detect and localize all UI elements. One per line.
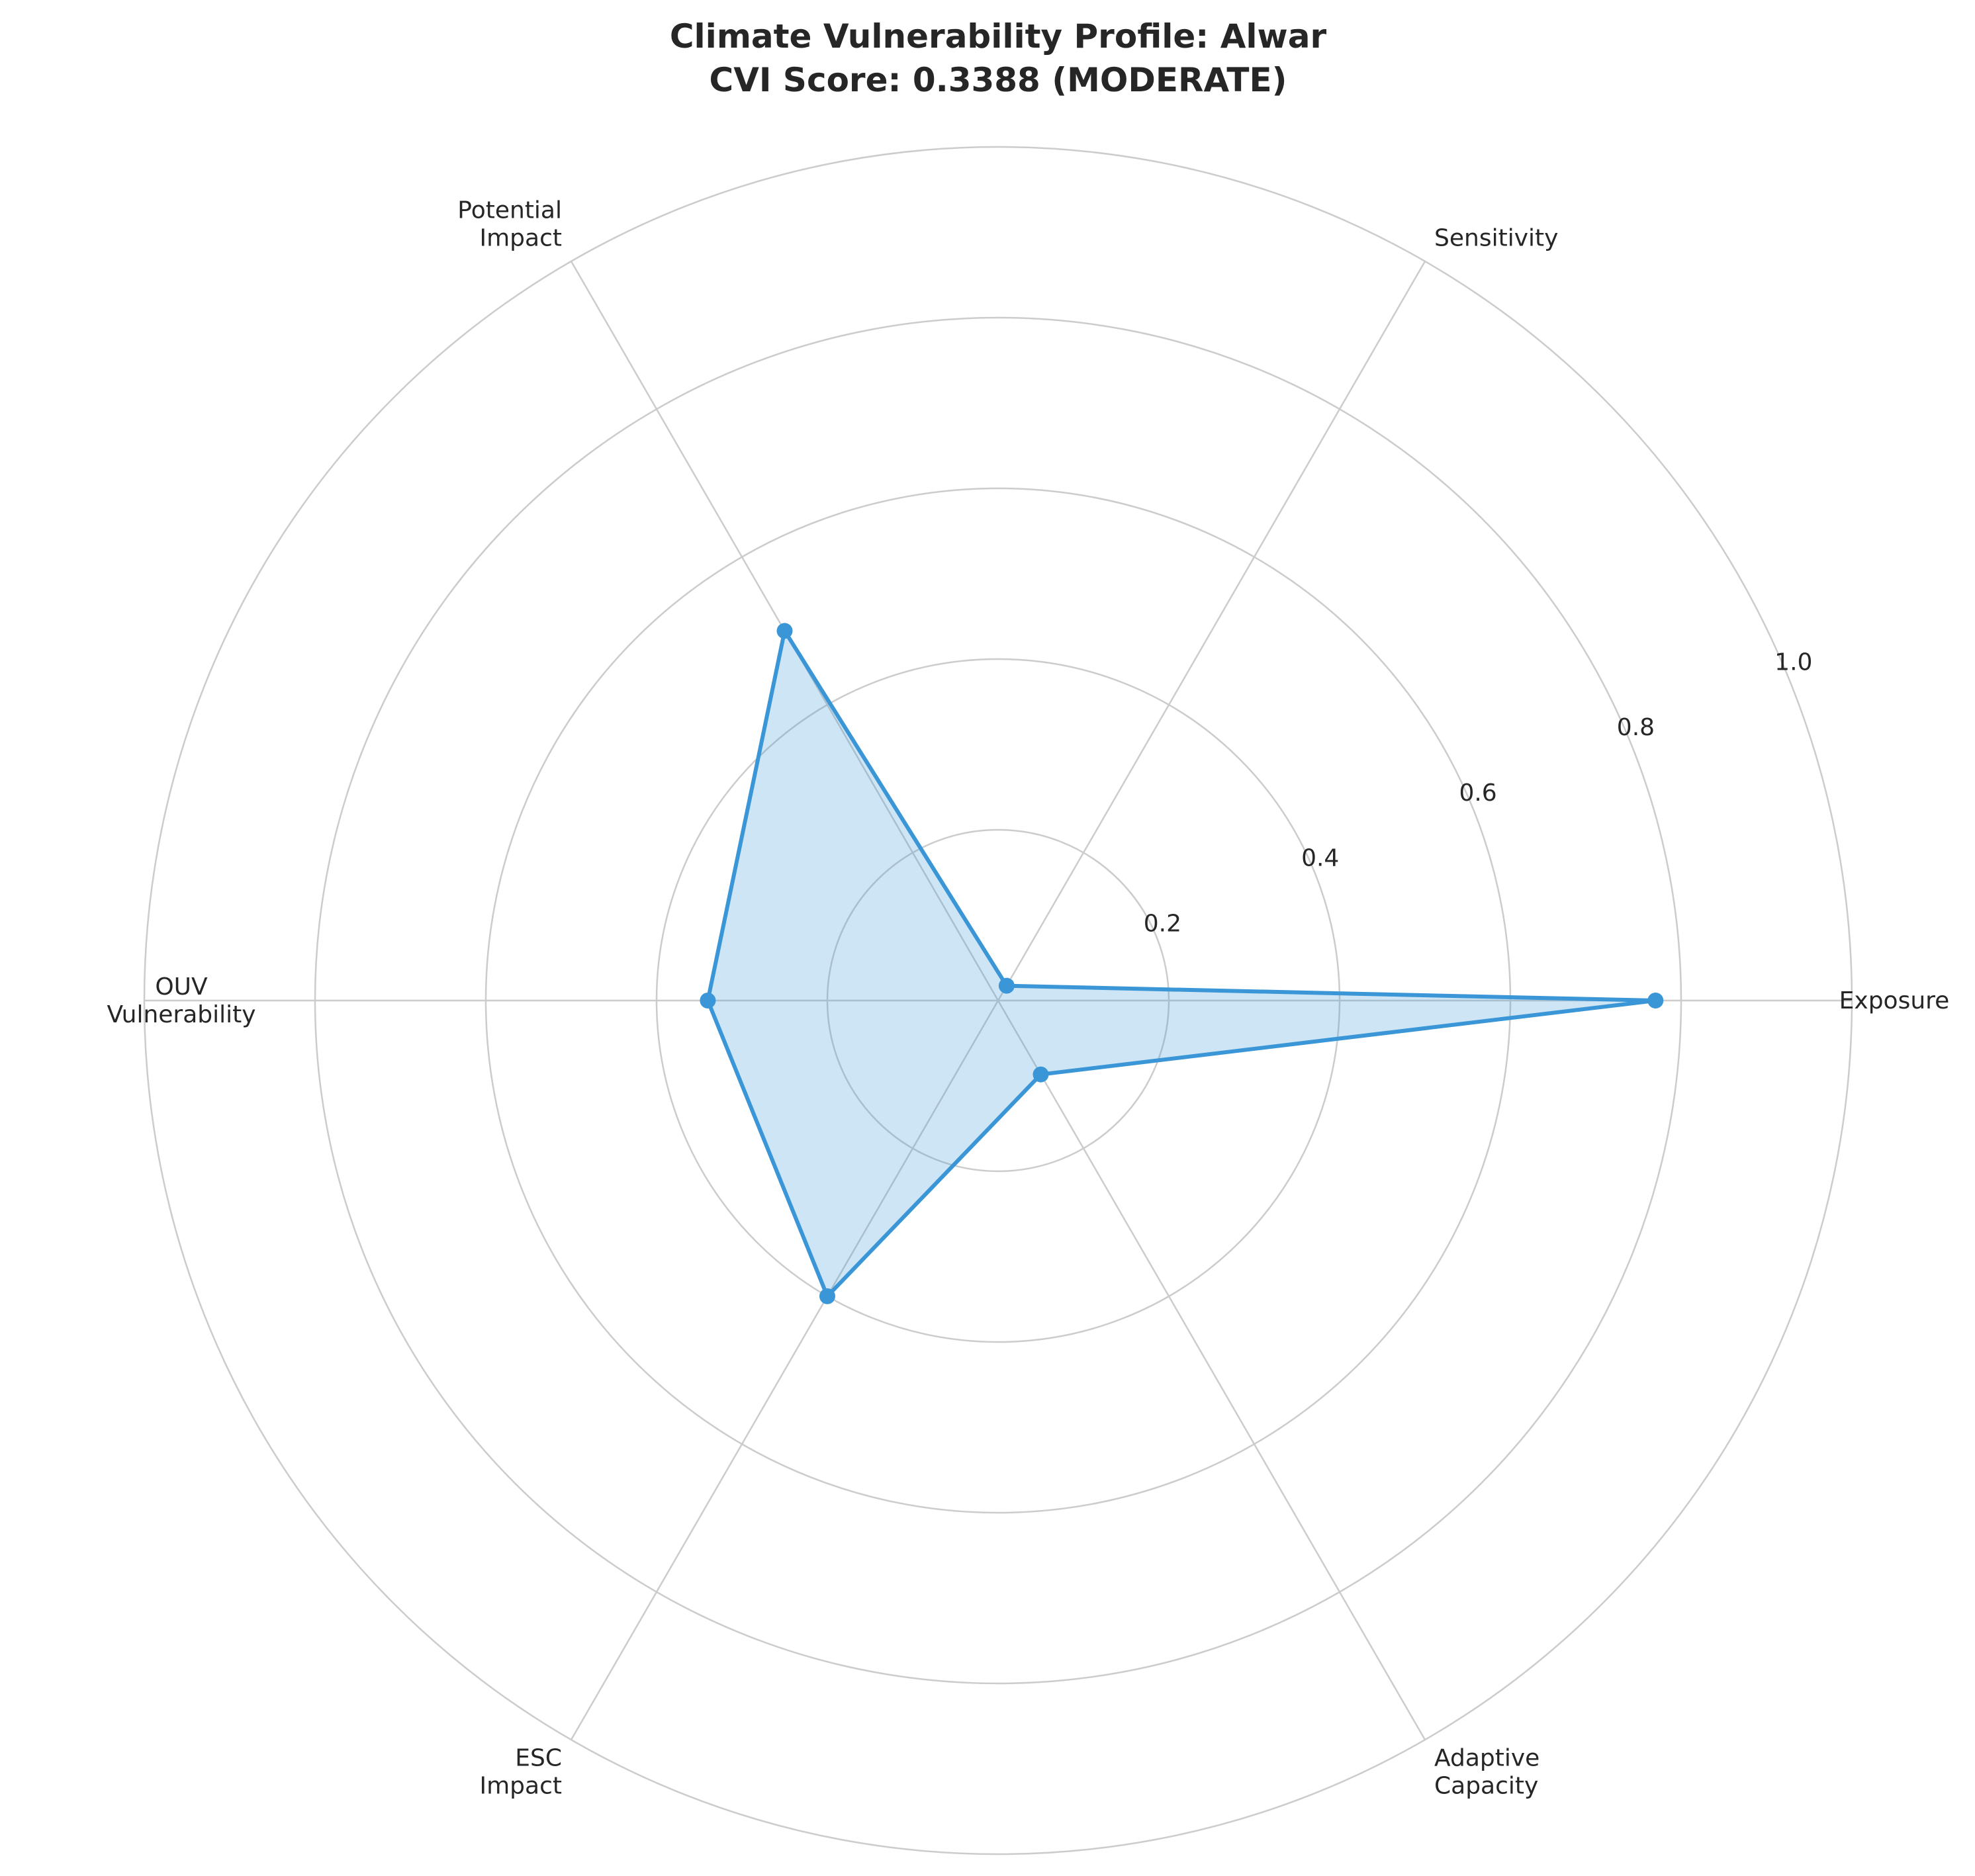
r-tick-label-4: 0.8 <box>1617 714 1655 741</box>
axis-label-adaptive-capacity: Adaptive Capacity <box>1434 1745 1539 1800</box>
chart-title: Climate Vulnerability Profile: Alwar CVI… <box>670 17 1327 99</box>
r-tick-label-3: 0.6 <box>1459 780 1496 807</box>
chart-title-text: Climate Vulnerability Profile: Alwar <box>670 17 1327 56</box>
r-tick-label-5: 1.0 <box>1774 648 1812 676</box>
axis-label-potential-impact: Potential Impact <box>457 197 562 251</box>
r-tick-label-1: 0.2 <box>1144 910 1181 937</box>
data-point-exposure <box>1647 993 1664 1008</box>
series-layer <box>700 623 1664 1304</box>
axis-label-ouv-vulnerability: OUV Vulnerability <box>107 973 255 1028</box>
spoke-esc-impact <box>570 1000 999 1740</box>
data-point-ouv-vulnerability <box>700 993 716 1008</box>
axis-label-exposure: Exposure <box>1839 987 1950 1014</box>
axis-label-sensitivity: Sensitivity <box>1434 224 1558 251</box>
chart-subtitle-text: CVI Score: 0.3388 (MODERATE) <box>710 61 1287 99</box>
spoke-adaptive-capacity <box>997 1000 1426 1740</box>
axis-labels: Exposure Sensitivity Potential Impact OUV Vul… <box>107 197 1949 1799</box>
axis-label-esc-impact: ESC Impact <box>479 1745 562 1800</box>
series-area-1 <box>708 631 1656 1296</box>
radial-tick-labels: 0.2 0.4 0.6 0.8 1.0 <box>1144 648 1813 937</box>
data-point-esc-impact <box>819 1288 835 1304</box>
data-point-adaptive-capacity <box>1033 1066 1049 1083</box>
polar-grid <box>143 146 1853 1855</box>
data-point-sensitivity <box>998 977 1015 994</box>
data-point-potential-impact <box>776 623 793 639</box>
spoke-sensitivity <box>997 261 1426 1001</box>
r-tick-label-2: 0.4 <box>1301 845 1339 872</box>
